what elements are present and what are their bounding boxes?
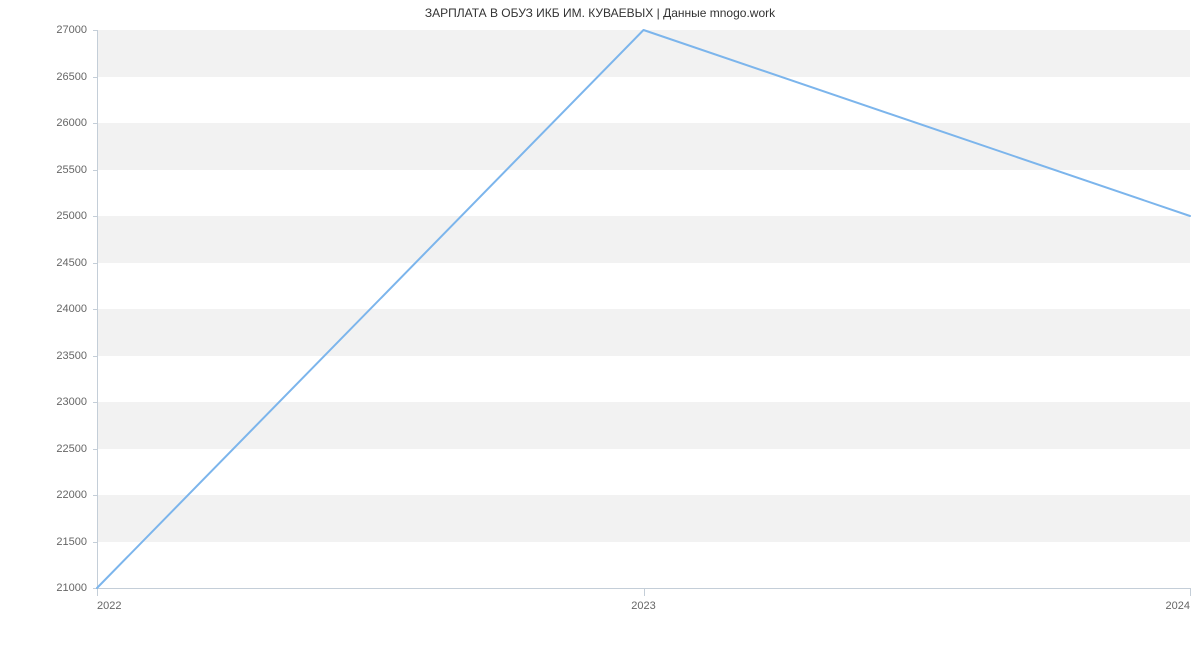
y-axis-label: 22500	[56, 443, 87, 455]
y-axis-label: 21000	[56, 582, 87, 594]
y-axis-label: 24500	[56, 257, 87, 269]
y-axis-label: 23000	[56, 396, 87, 408]
y-axis-label: 26500	[56, 71, 87, 83]
x-axis-tick	[97, 588, 98, 596]
y-axis-label: 23500	[56, 350, 87, 362]
y-axis-label: 22000	[56, 489, 87, 501]
chart-plot-area: 2100021500220002250023000235002400024500…	[97, 30, 1190, 588]
y-axis-label: 27000	[56, 24, 87, 36]
x-axis-label: 2024	[1166, 600, 1190, 612]
y-axis-label: 21500	[56, 536, 87, 548]
x-axis-label: 2023	[631, 600, 655, 612]
y-axis-label: 25500	[56, 164, 87, 176]
y-axis-label: 24000	[56, 303, 87, 315]
chart-title: ЗАРПЛАТА В ОБУЗ ИКБ ИМ. КУВАЕВЫХ | Данны…	[0, 6, 1200, 20]
x-axis-tick	[1190, 588, 1191, 596]
x-axis-tick	[644, 588, 645, 596]
chart-line-layer	[97, 30, 1190, 588]
y-axis-label: 25000	[56, 210, 87, 222]
y-axis-label: 26000	[56, 117, 87, 129]
chart-series-line	[97, 30, 1190, 588]
x-axis-label: 2022	[97, 600, 121, 612]
salary-line-chart: ЗАРПЛАТА В ОБУЗ ИКБ ИМ. КУВАЕВЫХ | Данны…	[0, 0, 1200, 650]
